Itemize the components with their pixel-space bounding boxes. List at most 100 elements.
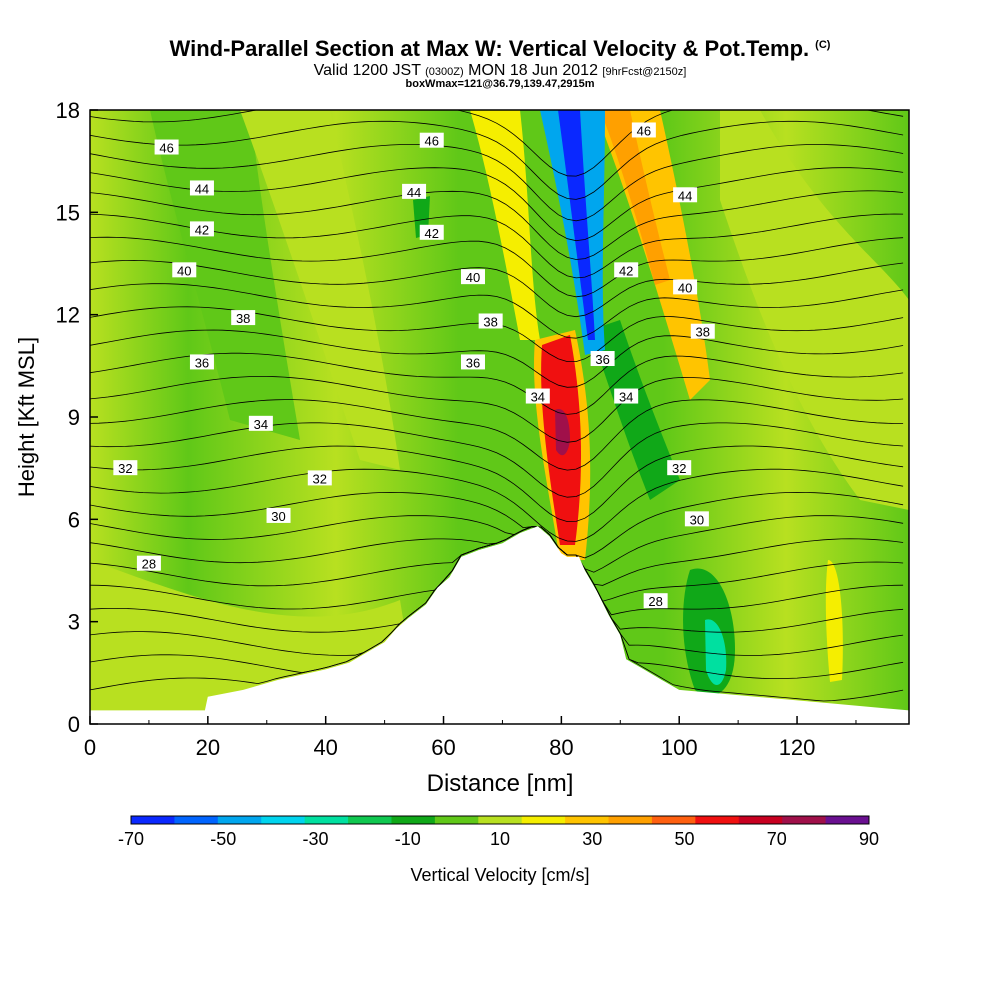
- theta-contour-line: [90, 526, 904, 586]
- colorbar-tick-label: -10: [395, 829, 421, 849]
- colorbar-swatch: [825, 816, 870, 824]
- x-tick-label: 100: [661, 735, 698, 760]
- theta-contour-line: [90, 236, 904, 298]
- colorbar-swatch: [261, 816, 306, 824]
- svg-text:44: 44: [678, 188, 692, 203]
- svg-text:46: 46: [425, 134, 439, 149]
- svg-text:30: 30: [271, 509, 285, 524]
- svg-text:36: 36: [595, 352, 609, 367]
- svg-text:40: 40: [466, 270, 480, 285]
- colorbar-tick-label: -50: [210, 829, 236, 849]
- forecast-info: [9hrFcst@2150z]: [602, 66, 687, 78]
- valid-time: Valid 1200 JST: [313, 62, 421, 79]
- terrain-profile: [90, 526, 909, 726]
- contour-label: 44: [189, 180, 214, 196]
- colorbar-swatch: [478, 816, 523, 824]
- colorbar-swatch: [217, 816, 262, 824]
- svg-text:34: 34: [531, 390, 545, 405]
- colorbar-swatch: [695, 816, 740, 824]
- contour-label: 36: [189, 354, 214, 370]
- contour-label: 34: [248, 415, 273, 432]
- potential-temperature-contours: [90, 110, 904, 702]
- contour-label: 42: [419, 224, 444, 241]
- theta-contour-line: [90, 352, 904, 415]
- colorbar-tick-label: 70: [767, 829, 787, 849]
- svg-text:34: 34: [619, 390, 633, 405]
- y-tick-label: 12: [56, 303, 80, 328]
- theta-contour-line: [90, 110, 904, 177]
- contour-labels: 46 44 42 40 38 36 34 32 32 30 28 46 44 42 40 38 36 34 46 44…: [113, 122, 715, 609]
- theta-contour-line: [90, 422, 904, 498]
- theta-contour-line: [90, 167, 904, 242]
- contour-label: 40: [673, 279, 698, 295]
- colorbar-swatch: [608, 816, 653, 824]
- x-axis: 0 20 40 60 80 100 120: [84, 716, 857, 760]
- colorbar-swatch: [738, 816, 783, 824]
- svg-text:36: 36: [195, 355, 209, 370]
- colorbar-swatch: [174, 816, 219, 824]
- theta-contour-line: [90, 491, 904, 559]
- contour-label: 46: [631, 122, 656, 138]
- y-tick-label: 0: [68, 712, 80, 737]
- svg-text:30: 30: [690, 512, 704, 527]
- velocity-updraft-upper-core: [600, 110, 670, 285]
- colorbar-tick-label: -30: [302, 829, 328, 849]
- velocity-downdraft-core: [705, 619, 727, 685]
- chart-title: Wind-Parallel Section at Max W: Vertical…: [169, 36, 831, 61]
- svg-text:28: 28: [648, 594, 662, 609]
- svg-text:40: 40: [678, 280, 692, 295]
- colorbar-swatch: [391, 816, 436, 824]
- colorbar-tick-label: 10: [490, 829, 510, 849]
- svg-text:38: 38: [483, 314, 497, 329]
- contour-label: 32: [113, 460, 138, 476]
- velocity-band-right: [720, 110, 909, 510]
- svg-text:38: 38: [696, 325, 710, 340]
- contour-label: 34: [614, 388, 639, 405]
- colorbar-swatch: [434, 816, 479, 824]
- contour-label: 34: [525, 388, 550, 405]
- velocity-updraft-peak: [555, 409, 570, 456]
- svg-text:42: 42: [195, 222, 209, 237]
- colorbar-swatch: [304, 816, 349, 824]
- theta-contour-line: [90, 376, 904, 443]
- contour-label: 42: [189, 221, 214, 237]
- chart-subtitle: Valid 1200 JST (0300Z) MON 18 Jun 2012 […: [0, 62, 1000, 80]
- contour-label: 38: [690, 323, 715, 340]
- colorbar-swatch: [348, 816, 392, 824]
- theta-contour-line: [90, 515, 904, 573]
- contour-label: 32: [307, 470, 332, 486]
- theta-contour-line: [90, 190, 904, 260]
- y-tick-label: 3: [68, 610, 80, 635]
- contour-label: 32: [667, 460, 692, 476]
- velocity-band-upper-left: [150, 110, 300, 440]
- colorbar-swatch: [782, 816, 826, 824]
- colorbar-tick-label: 50: [674, 829, 694, 849]
- x-tick-label: 60: [431, 735, 455, 760]
- svg-text:42: 42: [619, 263, 633, 278]
- y-tick-label: 18: [56, 98, 80, 123]
- velocity-band-mid: [240, 110, 400, 470]
- svg-text:32: 32: [672, 461, 686, 476]
- theta-contour-line: [90, 144, 904, 222]
- theta-contour-line: [90, 120, 904, 200]
- contour-label: 36: [590, 351, 615, 367]
- svg-text:46: 46: [159, 141, 173, 156]
- x-tick-label: 80: [549, 735, 573, 760]
- valid-date: MON 18 Jun 2012: [468, 62, 598, 79]
- svg-text:28: 28: [142, 557, 156, 572]
- colorbar-tick-label: 30: [582, 829, 602, 849]
- svg-text:44: 44: [195, 181, 209, 196]
- contour-label: 46: [154, 139, 179, 156]
- theta-contour-line: [90, 468, 904, 542]
- copyright-mark: (C): [815, 38, 831, 51]
- contour-label: 28: [136, 555, 161, 572]
- colorbar: -70 -50 -30 -10 10 30 50 70 90: [118, 815, 879, 849]
- svg-text:36: 36: [466, 355, 480, 370]
- y-tick-label: 15: [56, 200, 80, 225]
- svg-text:32: 32: [313, 471, 327, 486]
- colorbar-swatch: [131, 816, 175, 824]
- contour-label: 28: [643, 593, 668, 609]
- colorbar-swatch: [565, 816, 609, 824]
- theta-contour-line: [90, 259, 904, 318]
